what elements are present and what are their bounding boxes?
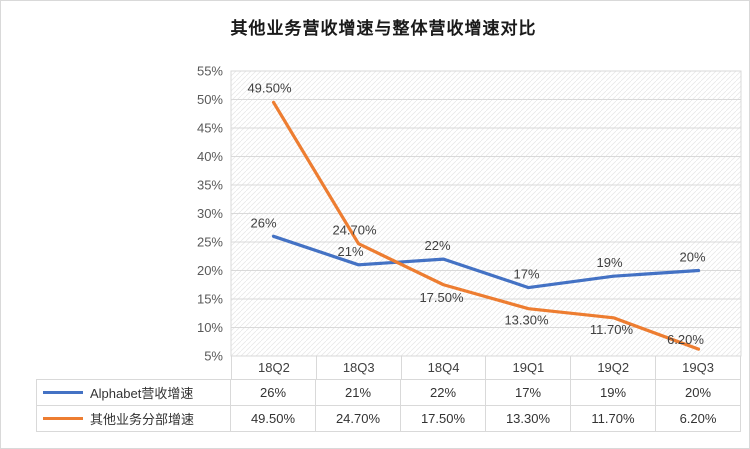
data-label: 21% bbox=[337, 244, 363, 259]
table-row: Alphabet营收增速 26% 21% 22% 17% 19% 20% bbox=[37, 380, 741, 406]
y-axis-tick-label: 30% bbox=[197, 206, 223, 221]
table-value-cell: 6.20% bbox=[656, 406, 741, 432]
x-axis-category-label: 18Q2 bbox=[232, 356, 317, 379]
data-label: 11.70% bbox=[590, 322, 634, 337]
y-axis-tick-label: 50% bbox=[197, 92, 223, 107]
data-label: 26% bbox=[250, 215, 276, 230]
x-axis-category-label: 19Q1 bbox=[486, 356, 572, 379]
table-value-cell: 49.50% bbox=[231, 406, 316, 432]
series-name: 其他业务分部增速 bbox=[90, 412, 195, 427]
y-axis-tick-label: 35% bbox=[197, 178, 223, 193]
y-axis-tick-label: 55% bbox=[197, 64, 223, 79]
data-label: 19% bbox=[596, 255, 622, 270]
legend-cell: 其他业务分部增速 bbox=[37, 406, 231, 432]
x-axis-category-label: 19Q2 bbox=[571, 356, 657, 379]
data-label: 24.70% bbox=[332, 223, 377, 238]
table-value-cell: 11.70% bbox=[571, 406, 656, 432]
x-axis-category-label: 19Q3 bbox=[656, 356, 741, 379]
table-value-cell: 20% bbox=[656, 380, 741, 406]
table-row: 其他业务分部增速 49.50% 24.70% 17.50% 13.30% 11.70% 6.… bbox=[37, 406, 741, 432]
y-axis-tick-label: 45% bbox=[197, 121, 223, 136]
y-axis-tick-label: 15% bbox=[197, 292, 223, 307]
x-axis-category-label: 18Q3 bbox=[317, 356, 402, 379]
table-value-cell: 22% bbox=[401, 380, 486, 406]
table-value-cell: 13.30% bbox=[486, 406, 571, 432]
y-axis-tick-label: 10% bbox=[197, 320, 223, 335]
series-line-0 bbox=[271, 234, 701, 290]
table-value-cell: 21% bbox=[316, 380, 401, 406]
x-axis-labels: 18Q2 18Q3 18Q4 19Q1 19Q2 19Q3 bbox=[231, 356, 741, 379]
legend-cell: Alphabet营收增速 bbox=[37, 380, 231, 406]
data-label: 17% bbox=[513, 267, 539, 282]
series-line-1 bbox=[271, 100, 701, 351]
chart-title: 其他业务营收增速与整体营收增速对比 bbox=[230, 19, 537, 38]
y-axis-tick-label: 40% bbox=[197, 149, 223, 164]
table-value-cell: 17% bbox=[486, 380, 571, 406]
table-value-cell: 26% bbox=[231, 380, 316, 406]
x-axis-category-label: 18Q4 bbox=[402, 356, 487, 379]
legend-line-swatch bbox=[43, 417, 83, 420]
legend-line-swatch bbox=[43, 391, 83, 394]
data-table: Alphabet营收增速 26% 21% 22% 17% 19% 20% 其他业务分部增速 49… bbox=[36, 379, 741, 432]
data-label: 6.20% bbox=[667, 332, 704, 347]
y-axis-tick-label: 5% bbox=[204, 349, 223, 364]
series-name: Alphabet营收增速 bbox=[90, 386, 194, 401]
table-value-cell: 24.70% bbox=[316, 406, 401, 432]
table-value-cell: 19% bbox=[571, 380, 656, 406]
data-label: 20% bbox=[679, 250, 705, 265]
data-label: 13.30% bbox=[504, 313, 549, 328]
y-axis-tick-label: 25% bbox=[197, 235, 223, 250]
data-label: 17.50% bbox=[419, 290, 464, 305]
table-value-cell: 17.50% bbox=[401, 406, 486, 432]
data-label: 49.50% bbox=[247, 80, 292, 95]
data-label: 22% bbox=[424, 238, 450, 253]
y-axis-tick-label: 20% bbox=[197, 263, 223, 278]
